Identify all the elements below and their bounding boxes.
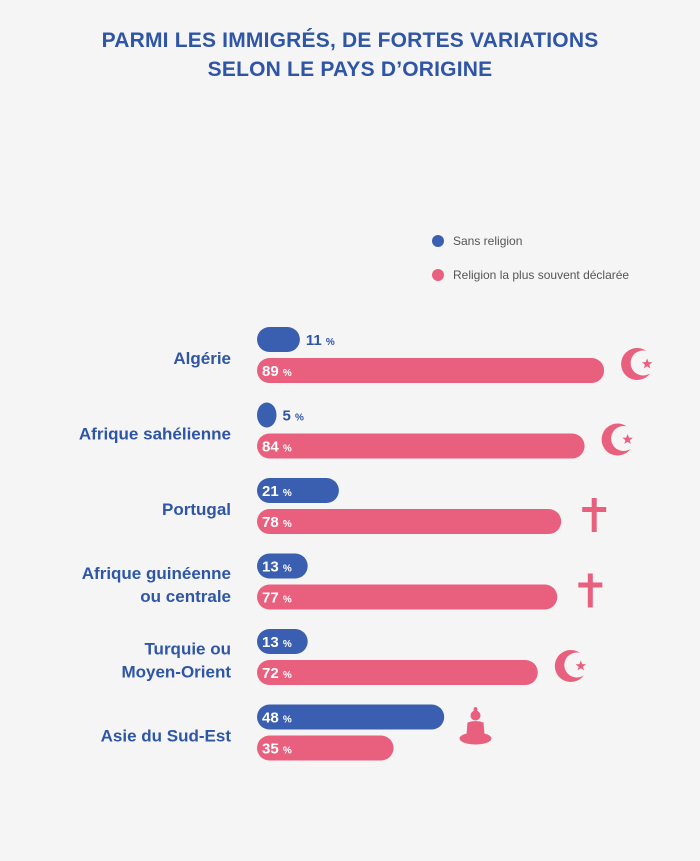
crescent-shape — [554, 650, 587, 682]
bar-religion — [257, 433, 585, 459]
buddha-legs — [459, 732, 492, 745]
star-icon — [641, 358, 653, 369]
legend-dot-blue — [432, 235, 444, 247]
crescent-icon-4 — [554, 650, 587, 682]
bar-religion — [257, 358, 605, 383]
data-label-religion: 84 % — [262, 439, 292, 456]
buddha-torso — [466, 721, 485, 735]
bar-religion — [257, 735, 394, 761]
bar-sans-religion — [257, 704, 445, 730]
country-label: Turquie ou — [144, 640, 231, 659]
country-label: Afrique sahélienne — [79, 425, 231, 444]
legend-label-religion: Religion la plus souvent déclarée — [453, 268, 630, 282]
bar-religion — [257, 660, 538, 685]
bar-religion — [257, 509, 562, 534]
data-label-sans-religion: 11 % — [306, 332, 335, 349]
buddha-topknot — [473, 707, 478, 712]
country-label: ou centrale — [140, 587, 231, 606]
data-label-sans-religion: 48 % — [262, 710, 292, 727]
data-label-religion: 72 % — [262, 665, 292, 682]
chart-title: PARMI LES IMMIGRÉS, DE FORTES VARIATIONS… — [0, 26, 700, 84]
data-label-religion: 35 % — [262, 741, 292, 758]
legend-item-religion: Religion la plus souvent déclarée — [432, 266, 629, 284]
country-label: Asie du Sud-Est — [101, 727, 232, 746]
country-label: Afrique guinéenne — [82, 564, 231, 583]
buddha-head — [470, 710, 481, 721]
cross-vertical — [591, 498, 597, 532]
data-label-sans-religion: 13 % — [262, 559, 292, 576]
star-icon — [622, 434, 633, 444]
crescent-icon-1 — [601, 423, 634, 456]
bar-sans-religion — [257, 553, 308, 579]
cross-vertical — [587, 573, 593, 608]
data-label-religion: 77 % — [262, 590, 292, 607]
crescent-icon-0 — [621, 348, 654, 380]
bar-sans-religion — [257, 402, 277, 428]
cross-horizontal — [578, 582, 603, 588]
title-line-2: SELON LE PAYS D’ORIGINE — [207, 58, 493, 81]
country-label: Portugal — [162, 500, 231, 519]
legend: Sans religion Religion la plus souvent d… — [432, 232, 629, 300]
country-label: Algérie — [173, 349, 231, 368]
bar-sans-religion — [257, 327, 300, 352]
data-label-sans-religion: 5 % — [283, 408, 305, 425]
bar-religion — [257, 584, 558, 610]
legend-item-sans-religion: Sans religion — [432, 232, 629, 250]
cross-icon-3 — [578, 573, 603, 608]
data-label-sans-religion: 21 % — [262, 483, 292, 500]
crescent-shape — [621, 348, 654, 380]
data-label-sans-religion: 13 % — [262, 634, 292, 651]
crescent-shape — [601, 423, 634, 456]
star-icon — [575, 660, 586, 671]
bar-sans-religion — [257, 629, 308, 654]
cross-icon-2 — [582, 498, 607, 532]
country-label: Moyen-Orient — [121, 663, 231, 682]
legend-label-sans-religion: Sans religion — [453, 234, 523, 248]
title-line-1: PARMI LES IMMIGRÉS, DE FORTES VARIATIONS — [101, 29, 599, 52]
buddha-icon-5 — [459, 707, 492, 745]
cross-horizontal — [582, 507, 607, 512]
bar-sans-religion — [257, 478, 339, 503]
data-label-religion: 89 % — [262, 363, 292, 380]
data-label-religion: 78 % — [262, 514, 292, 531]
legend-dot-pink — [432, 269, 444, 281]
